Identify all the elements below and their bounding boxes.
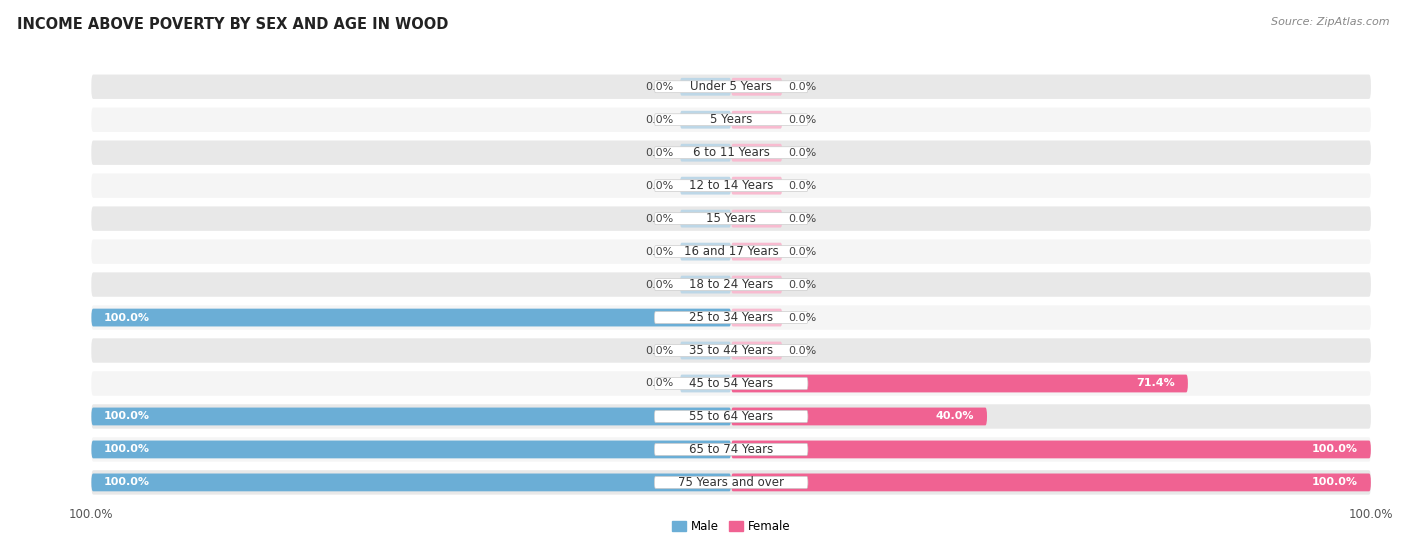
FancyBboxPatch shape bbox=[91, 404, 1371, 429]
Text: 16 and 17 Years: 16 and 17 Years bbox=[683, 245, 779, 258]
FancyBboxPatch shape bbox=[91, 239, 1371, 264]
FancyBboxPatch shape bbox=[91, 338, 1371, 363]
FancyBboxPatch shape bbox=[654, 213, 808, 224]
FancyBboxPatch shape bbox=[654, 477, 808, 488]
FancyBboxPatch shape bbox=[731, 210, 782, 228]
FancyBboxPatch shape bbox=[91, 441, 731, 458]
Text: 0.0%: 0.0% bbox=[645, 345, 673, 355]
FancyBboxPatch shape bbox=[731, 144, 782, 162]
FancyBboxPatch shape bbox=[654, 444, 808, 455]
FancyBboxPatch shape bbox=[731, 341, 782, 359]
FancyBboxPatch shape bbox=[654, 411, 808, 422]
Text: 0.0%: 0.0% bbox=[789, 345, 817, 355]
FancyBboxPatch shape bbox=[681, 144, 731, 162]
Text: 45 to 54 Years: 45 to 54 Years bbox=[689, 377, 773, 390]
FancyBboxPatch shape bbox=[731, 276, 782, 294]
Text: 55 to 64 Years: 55 to 64 Years bbox=[689, 410, 773, 423]
Text: 71.4%: 71.4% bbox=[1136, 378, 1175, 388]
FancyBboxPatch shape bbox=[654, 114, 808, 126]
Text: 0.0%: 0.0% bbox=[789, 115, 817, 125]
FancyBboxPatch shape bbox=[91, 141, 1371, 165]
Text: 0.0%: 0.0% bbox=[789, 148, 817, 158]
FancyBboxPatch shape bbox=[681, 111, 731, 128]
FancyBboxPatch shape bbox=[654, 180, 808, 191]
Text: Source: ZipAtlas.com: Source: ZipAtlas.com bbox=[1271, 17, 1389, 27]
FancyBboxPatch shape bbox=[91, 407, 731, 425]
FancyBboxPatch shape bbox=[681, 243, 731, 261]
FancyBboxPatch shape bbox=[731, 474, 1371, 492]
FancyBboxPatch shape bbox=[731, 407, 987, 425]
FancyBboxPatch shape bbox=[91, 75, 1371, 99]
FancyBboxPatch shape bbox=[654, 81, 808, 93]
Text: 15 Years: 15 Years bbox=[706, 212, 756, 225]
Text: 0.0%: 0.0% bbox=[789, 81, 817, 92]
FancyBboxPatch shape bbox=[91, 108, 1371, 132]
Text: 65 to 74 Years: 65 to 74 Years bbox=[689, 443, 773, 456]
FancyBboxPatch shape bbox=[681, 341, 731, 359]
FancyBboxPatch shape bbox=[91, 305, 1371, 330]
FancyBboxPatch shape bbox=[91, 371, 1371, 396]
FancyBboxPatch shape bbox=[681, 78, 731, 95]
Text: 40.0%: 40.0% bbox=[936, 411, 974, 421]
Text: 0.0%: 0.0% bbox=[789, 181, 817, 191]
FancyBboxPatch shape bbox=[681, 276, 731, 294]
FancyBboxPatch shape bbox=[654, 345, 808, 357]
Text: 5 Years: 5 Years bbox=[710, 113, 752, 126]
FancyBboxPatch shape bbox=[91, 272, 1371, 297]
Text: 100.0%: 100.0% bbox=[104, 312, 150, 323]
FancyBboxPatch shape bbox=[91, 174, 1371, 198]
Text: 100.0%: 100.0% bbox=[104, 444, 150, 454]
FancyBboxPatch shape bbox=[654, 246, 808, 258]
FancyBboxPatch shape bbox=[91, 470, 1371, 494]
Text: 100.0%: 100.0% bbox=[1312, 444, 1358, 454]
Text: 0.0%: 0.0% bbox=[789, 280, 817, 290]
Text: 18 to 24 Years: 18 to 24 Years bbox=[689, 278, 773, 291]
Text: INCOME ABOVE POVERTY BY SEX AND AGE IN WOOD: INCOME ABOVE POVERTY BY SEX AND AGE IN W… bbox=[17, 17, 449, 32]
Text: 100.0%: 100.0% bbox=[104, 411, 150, 421]
FancyBboxPatch shape bbox=[654, 378, 808, 389]
FancyBboxPatch shape bbox=[681, 177, 731, 195]
Text: 100.0%: 100.0% bbox=[1312, 478, 1358, 488]
Text: 25 to 34 Years: 25 to 34 Years bbox=[689, 311, 773, 324]
Text: 0.0%: 0.0% bbox=[645, 280, 673, 290]
Text: 0.0%: 0.0% bbox=[645, 81, 673, 92]
Text: 75 Years and over: 75 Years and over bbox=[678, 476, 785, 489]
Text: 0.0%: 0.0% bbox=[789, 247, 817, 257]
Text: 0.0%: 0.0% bbox=[645, 115, 673, 125]
Text: 6 to 11 Years: 6 to 11 Years bbox=[693, 146, 769, 159]
FancyBboxPatch shape bbox=[731, 374, 1188, 392]
FancyBboxPatch shape bbox=[654, 311, 808, 324]
Text: 35 to 44 Years: 35 to 44 Years bbox=[689, 344, 773, 357]
FancyBboxPatch shape bbox=[654, 278, 808, 291]
FancyBboxPatch shape bbox=[91, 206, 1371, 231]
FancyBboxPatch shape bbox=[731, 243, 782, 261]
Text: 0.0%: 0.0% bbox=[645, 148, 673, 158]
FancyBboxPatch shape bbox=[731, 177, 782, 195]
FancyBboxPatch shape bbox=[654, 147, 808, 158]
FancyBboxPatch shape bbox=[731, 111, 782, 128]
FancyBboxPatch shape bbox=[681, 374, 731, 392]
FancyBboxPatch shape bbox=[731, 78, 782, 95]
Text: 0.0%: 0.0% bbox=[645, 378, 673, 388]
Legend: Male, Female: Male, Female bbox=[668, 515, 794, 538]
Text: 12 to 14 Years: 12 to 14 Years bbox=[689, 179, 773, 192]
Text: 0.0%: 0.0% bbox=[789, 312, 817, 323]
FancyBboxPatch shape bbox=[91, 474, 731, 492]
FancyBboxPatch shape bbox=[91, 309, 731, 326]
Text: 0.0%: 0.0% bbox=[645, 214, 673, 224]
FancyBboxPatch shape bbox=[681, 210, 731, 228]
FancyBboxPatch shape bbox=[731, 309, 782, 326]
Text: 0.0%: 0.0% bbox=[645, 181, 673, 191]
Text: 100.0%: 100.0% bbox=[104, 478, 150, 488]
Text: 0.0%: 0.0% bbox=[645, 247, 673, 257]
Text: Under 5 Years: Under 5 Years bbox=[690, 80, 772, 93]
FancyBboxPatch shape bbox=[91, 437, 1371, 461]
Text: 0.0%: 0.0% bbox=[789, 214, 817, 224]
FancyBboxPatch shape bbox=[731, 441, 1371, 458]
